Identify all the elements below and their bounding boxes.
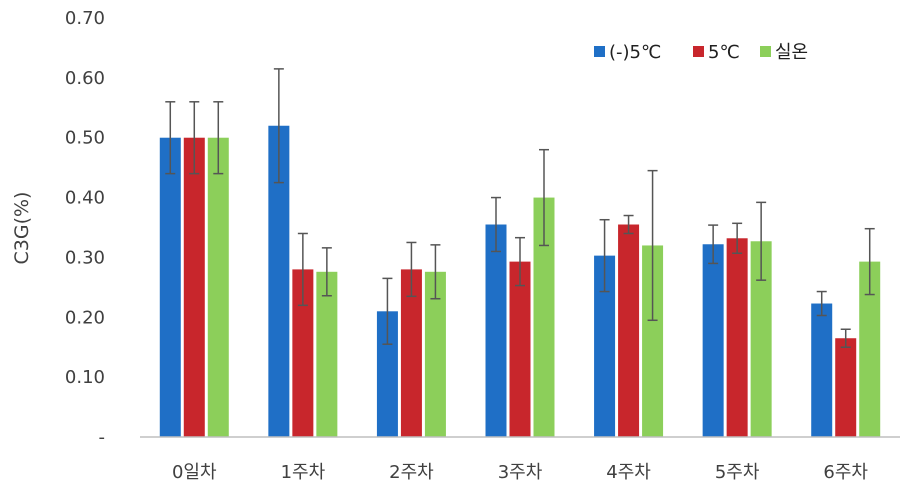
bar bbox=[184, 138, 205, 437]
y-tick-label: - bbox=[99, 427, 106, 448]
bar bbox=[486, 225, 507, 437]
x-tick-label: 3주차 bbox=[498, 462, 543, 483]
legend-label: (-)5℃ bbox=[609, 42, 661, 63]
y-tick-label: 0.50 bbox=[65, 128, 105, 149]
legend: (-)5℃ 5℃ 실온 bbox=[594, 42, 808, 63]
bar bbox=[208, 138, 229, 437]
y-tick-label: 0.60 bbox=[65, 68, 105, 89]
bar bbox=[316, 272, 337, 437]
legend-swatch bbox=[760, 46, 771, 57]
bar bbox=[727, 238, 748, 437]
y-tick-label: 0.20 bbox=[65, 307, 105, 328]
legend-swatch bbox=[693, 46, 704, 57]
legend-label: 5℃ bbox=[708, 42, 740, 63]
x-tick-label: 6주차 bbox=[823, 462, 868, 483]
y-tick-label: 0.10 bbox=[65, 367, 105, 388]
bar bbox=[835, 338, 856, 437]
x-tick-label: 1주차 bbox=[281, 462, 326, 483]
bar bbox=[811, 304, 832, 437]
legend-label: 실온 bbox=[775, 42, 808, 63]
x-tick-label: 5주차 bbox=[715, 462, 760, 483]
y-tick-label: 0.70 bbox=[65, 8, 105, 29]
x-axis-ticks: 0일차 1주차 2주차 3주차 4주차 5주차 6주차 bbox=[172, 462, 868, 483]
bar bbox=[703, 244, 724, 437]
y-axis-title: C3G(%) bbox=[11, 192, 33, 265]
x-tick-label: 2주차 bbox=[389, 462, 434, 483]
bar bbox=[510, 262, 531, 437]
y-tick-label: 0.40 bbox=[65, 188, 105, 209]
legend-swatch bbox=[594, 46, 605, 57]
bar bbox=[618, 225, 639, 437]
x-tick-label: 0일차 bbox=[172, 462, 217, 483]
y-axis-ticks: - 0.10 0.20 0.30 0.40 0.50 0.60 0.70 bbox=[65, 8, 105, 448]
bar bbox=[160, 138, 181, 437]
x-tick-label: 4주차 bbox=[606, 462, 651, 483]
y-tick-label: 0.30 bbox=[65, 247, 105, 268]
